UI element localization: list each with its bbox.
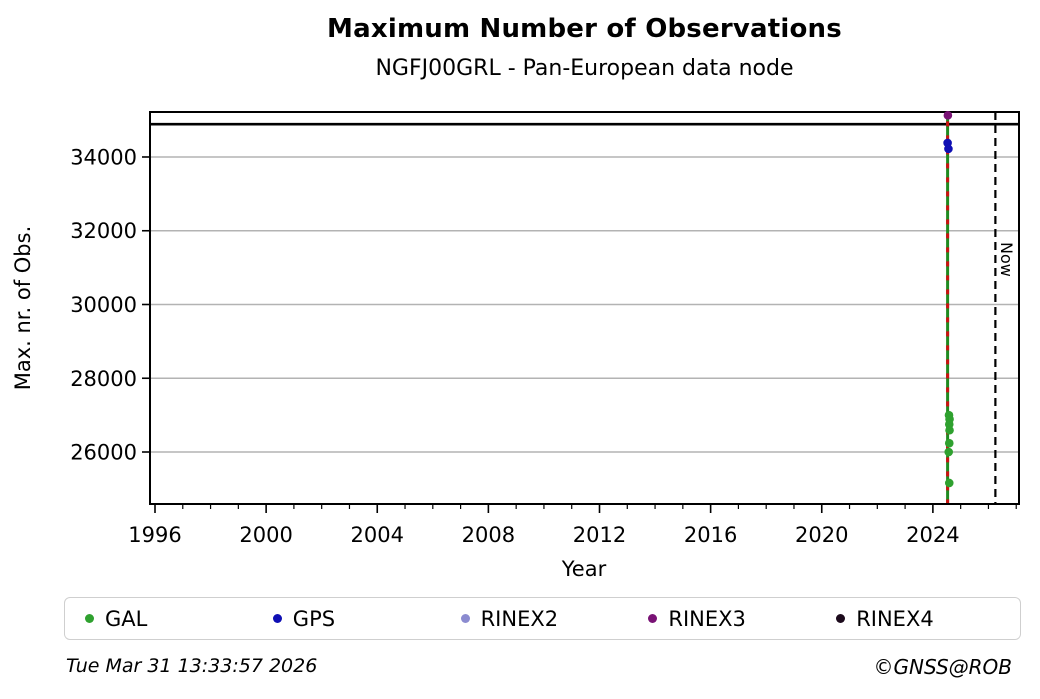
now-label: Now — [997, 242, 1016, 277]
gal-data-point — [945, 425, 954, 435]
gal-marker-icon — [85, 614, 94, 623]
chart-title: Maximum Number of Observations — [327, 14, 842, 44]
legend-label-gps: GPS — [292, 606, 336, 631]
y-tick-label: 32000 — [70, 219, 137, 243]
gal-data-point — [944, 447, 954, 457]
x-tick-label: 2012 — [573, 523, 626, 547]
gal-data-point — [944, 438, 954, 448]
y-tick-label: 28000 — [70, 367, 137, 391]
x-tick-label: 2024 — [906, 523, 959, 547]
x-tick-label: 2000 — [239, 523, 292, 547]
rinex3-data-point — [943, 111, 953, 120]
x-axis-label: Year — [561, 557, 607, 581]
timestamp: Tue Mar 31 13:33:57 2026 — [66, 655, 318, 677]
legend-item-rinex4: RINEX4 — [824, 607, 1012, 631]
legend-item-rinex2: RINEX2 — [449, 607, 637, 631]
legend-item-rinex3: RINEX3 — [636, 607, 824, 631]
y-axis-label: Max. nr. of Obs. — [11, 226, 35, 391]
x-tick-label: 1996 — [128, 523, 181, 547]
legend-label-rinex3: RINEX3 — [668, 606, 746, 631]
x-tick-label: 2016 — [684, 523, 737, 547]
gps-data-point — [944, 144, 953, 154]
legend-label-rinex2: RINEX2 — [480, 606, 559, 631]
chart-subtitle: NGFJ00GRL - Pan-European data node — [375, 56, 794, 81]
plot-spines — [149, 111, 1020, 505]
x-tick-label: 2020 — [795, 523, 848, 547]
legend-item-gps: GPS — [261, 607, 449, 631]
gps-marker-icon — [272, 614, 282, 623]
legend: GAL GPS RINEX2 RINEX3 RINEX4 — [64, 597, 1021, 640]
legend-item-gal: GAL — [73, 607, 261, 631]
rinex4-marker-icon — [836, 614, 846, 623]
gal-data-point — [944, 478, 954, 488]
x-tick-label: 2008 — [462, 523, 515, 547]
x-tick-label: 2004 — [351, 523, 404, 547]
rinex3-marker-icon — [648, 614, 658, 623]
y-tick-label: 26000 — [70, 441, 137, 465]
legend-label-rinex4: RINEX4 — [856, 606, 934, 631]
legend-label-gal: GAL — [105, 606, 148, 631]
credit: ©GNSS@ROB — [873, 655, 1013, 679]
y-tick-label: 34000 — [70, 145, 137, 169]
y-tick-label: 30000 — [70, 293, 137, 317]
rinex2-marker-icon — [460, 614, 470, 623]
